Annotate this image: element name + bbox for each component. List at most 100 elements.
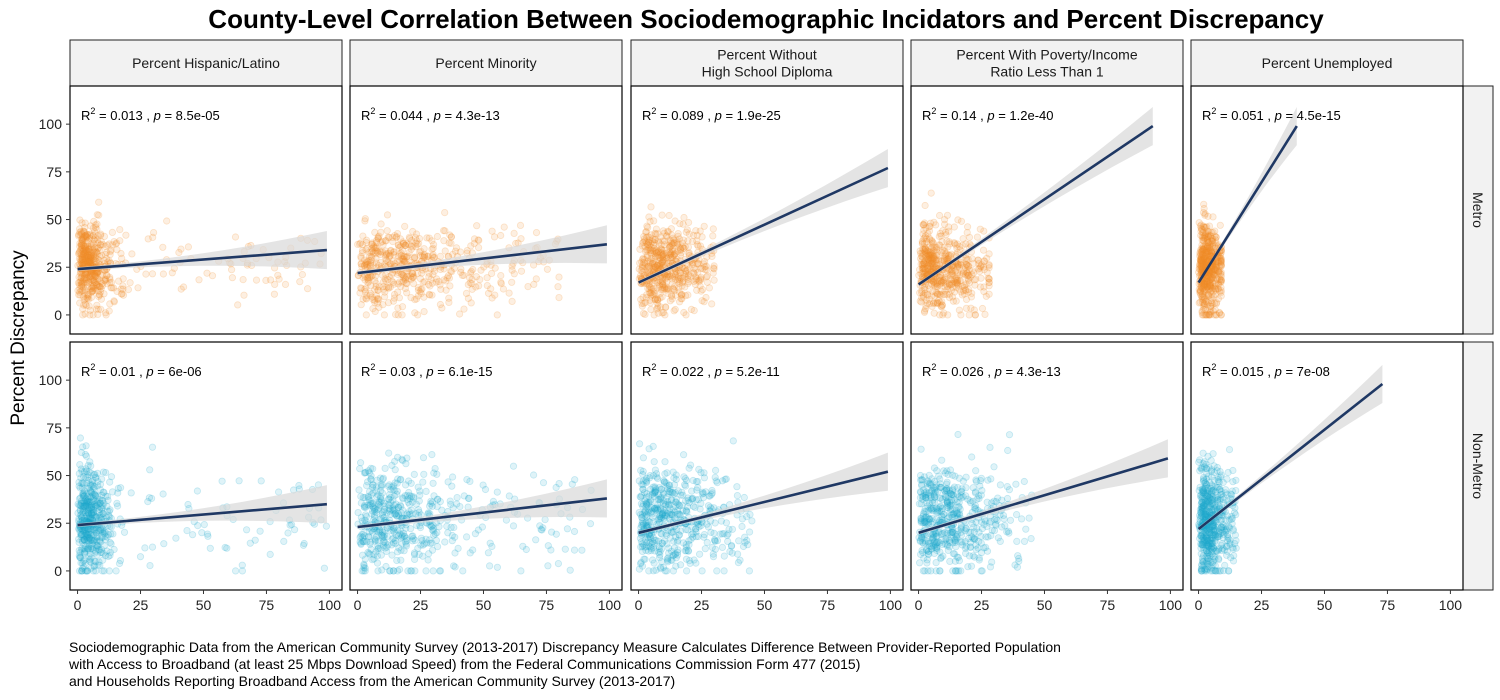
data-point: [920, 264, 928, 272]
data-point: [936, 273, 944, 281]
data-point: [90, 281, 98, 290]
data-point: [677, 527, 685, 535]
data-point: [684, 218, 693, 227]
data-point: [654, 247, 662, 255]
data-point: [362, 284, 370, 292]
annotation-r2-value: = 0.089 ,: [656, 108, 714, 123]
data-point: [947, 250, 956, 258]
data-point: [650, 504, 659, 512]
data-point: [954, 553, 963, 562]
data-point: [924, 251, 933, 259]
data-point: [366, 260, 374, 269]
panel-plot-area: [74, 434, 330, 575]
data-point: [389, 278, 397, 286]
data-point: [510, 229, 518, 237]
data-point: [391, 310, 400, 319]
data-point: [992, 520, 1000, 528]
data-point: [666, 251, 674, 259]
data-point: [403, 280, 411, 288]
data-point: [414, 292, 422, 300]
data-point: [918, 256, 926, 265]
data-point: [655, 261, 663, 269]
panel-plot-area: [915, 107, 1154, 319]
data-point: [675, 243, 683, 251]
column-strip: [1190, 39, 1464, 87]
data-point: [659, 285, 667, 293]
data-point: [78, 241, 86, 249]
data-point: [645, 281, 653, 289]
data-point: [361, 215, 369, 223]
data-point: [682, 567, 691, 575]
data-point: [390, 290, 399, 299]
data-point: [90, 255, 98, 263]
data-point: [78, 538, 87, 546]
data-point: [97, 277, 105, 286]
data-point: [954, 216, 962, 224]
data-point: [372, 254, 380, 263]
data-point: [81, 286, 89, 295]
data-point: [105, 567, 114, 575]
stat-annotation: R2 = 0.044 , p = 4.3e-13: [361, 106, 500, 123]
data-point: [668, 240, 677, 248]
data-point: [663, 254, 671, 262]
data-point: [407, 293, 415, 302]
annotation-r: R: [922, 108, 931, 123]
data-point: [649, 291, 658, 299]
data-point: [475, 236, 483, 244]
data-point: [664, 289, 672, 298]
data-point: [638, 264, 646, 272]
data-point: [644, 262, 653, 270]
data-point: [393, 556, 401, 565]
data-point: [948, 270, 956, 278]
data-point: [642, 233, 651, 241]
data-point: [668, 292, 676, 300]
data-point: [703, 272, 712, 280]
data-point: [357, 540, 365, 548]
data-point: [102, 311, 110, 319]
data-point: [384, 249, 393, 257]
data-point: [946, 508, 954, 516]
data-point: [122, 231, 130, 239]
data-point: [362, 260, 370, 268]
data-point: [700, 530, 709, 539]
data-point: [357, 260, 365, 268]
data-point: [105, 240, 113, 248]
data-point: [657, 245, 665, 253]
annotation-r2-value: = 0.01 ,: [95, 364, 146, 379]
annotation-r: R: [1202, 108, 1211, 123]
data-point: [680, 244, 688, 252]
data-point: [643, 222, 651, 230]
data-point: [651, 248, 659, 256]
data-point: [372, 238, 381, 247]
data-point: [477, 266, 485, 274]
data-point: [657, 285, 665, 294]
data-point: [921, 286, 929, 294]
data-point: [646, 259, 655, 267]
data-point: [80, 249, 88, 257]
data-point: [931, 283, 940, 291]
data-point: [945, 290, 954, 298]
data-point: [89, 271, 97, 279]
data-point: [692, 276, 700, 284]
data-point: [88, 248, 96, 256]
data-point: [85, 255, 93, 263]
data-point: [457, 268, 465, 276]
data-point: [947, 279, 955, 287]
data-point: [93, 248, 101, 256]
data-point: [974, 256, 982, 264]
data-point: [78, 259, 86, 267]
data-point: [286, 521, 294, 529]
data-point: [678, 239, 687, 247]
data-point: [647, 284, 655, 292]
data-point: [410, 272, 418, 280]
facet-grid: Percent Hispanic/Latino Percent MinorityP…: [39, 39, 1494, 613]
data-point: [106, 251, 114, 259]
data-point: [948, 283, 957, 292]
data-point: [505, 492, 513, 500]
data-point: [933, 282, 942, 290]
data-point: [393, 548, 402, 556]
data-point: [923, 480, 931, 488]
data-point: [389, 567, 397, 575]
data-point: [947, 281, 955, 289]
data-point: [953, 240, 962, 248]
